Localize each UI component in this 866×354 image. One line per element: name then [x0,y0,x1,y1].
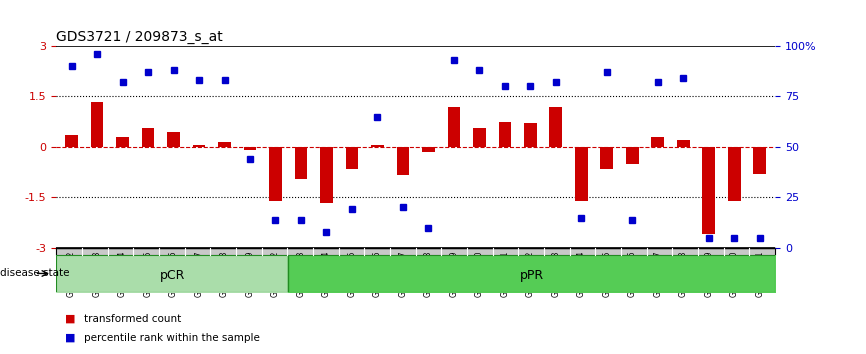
Bar [600,147,613,169]
Text: pPR: pPR [520,269,544,282]
Bar [218,142,231,147]
Bar [320,147,333,204]
Bar [346,147,359,169]
Bar [575,147,588,201]
Text: percentile rank within the sample: percentile rank within the sample [84,333,260,343]
Bar [626,147,639,164]
Bar [524,123,537,147]
Bar [422,147,435,152]
Bar [269,147,281,201]
Bar [499,122,511,147]
Bar [651,137,664,147]
Bar [65,135,78,147]
Text: transformed count: transformed count [84,314,181,324]
Text: disease state: disease state [0,268,69,279]
Bar [294,147,307,179]
Bar [753,147,766,174]
Text: ■: ■ [65,333,75,343]
Bar [473,129,486,147]
Bar [91,102,103,147]
Bar [167,132,180,147]
Bar [371,144,384,147]
Text: pCR: pCR [159,269,185,282]
Bar [116,137,129,147]
Bar [142,129,154,147]
Bar [448,107,461,147]
Bar [243,147,256,150]
Bar [550,107,562,147]
Bar [397,147,410,176]
Bar [677,140,689,147]
Text: ■: ■ [65,314,75,324]
Text: GDS3721 / 209873_s_at: GDS3721 / 209873_s_at [56,30,223,44]
Bar [702,147,715,234]
Bar [192,145,205,147]
Bar [728,147,740,201]
